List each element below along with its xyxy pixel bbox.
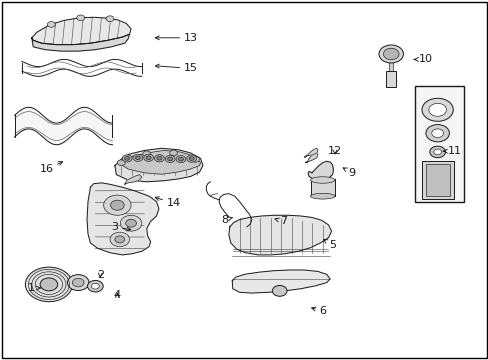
Circle shape bbox=[178, 157, 183, 161]
Circle shape bbox=[431, 129, 443, 138]
Circle shape bbox=[143, 154, 153, 161]
Text: 8: 8 bbox=[221, 215, 232, 225]
Circle shape bbox=[67, 275, 89, 291]
Bar bbox=[310, 179, 334, 196]
Text: 9: 9 bbox=[343, 168, 355, 178]
Polygon shape bbox=[124, 175, 142, 184]
Circle shape bbox=[40, 278, 58, 291]
Circle shape bbox=[154, 155, 164, 162]
Circle shape bbox=[124, 157, 129, 160]
Polygon shape bbox=[32, 17, 131, 45]
Polygon shape bbox=[118, 150, 200, 174]
Text: 4: 4 bbox=[114, 290, 121, 300]
Text: 2: 2 bbox=[97, 270, 103, 280]
Polygon shape bbox=[304, 148, 317, 158]
Circle shape bbox=[142, 151, 150, 157]
Text: 6: 6 bbox=[311, 306, 325, 316]
Circle shape bbox=[146, 156, 151, 159]
Circle shape bbox=[125, 219, 136, 227]
Circle shape bbox=[47, 22, 55, 27]
Circle shape bbox=[157, 157, 162, 160]
Circle shape bbox=[120, 215, 142, 231]
Circle shape bbox=[91, 283, 99, 289]
Circle shape bbox=[106, 16, 114, 22]
Bar bbox=[426, 164, 449, 196]
Polygon shape bbox=[32, 34, 129, 51]
Circle shape bbox=[169, 150, 177, 156]
Circle shape bbox=[167, 157, 172, 161]
Polygon shape bbox=[305, 153, 317, 163]
Text: 13: 13 bbox=[155, 33, 197, 43]
Ellipse shape bbox=[310, 193, 334, 199]
Circle shape bbox=[189, 157, 194, 161]
Circle shape bbox=[383, 48, 398, 60]
Circle shape bbox=[87, 280, 103, 292]
Circle shape bbox=[421, 98, 452, 121]
Text: 11: 11 bbox=[443, 146, 461, 156]
Text: 5: 5 bbox=[323, 239, 335, 250]
Text: 15: 15 bbox=[155, 63, 197, 73]
Polygon shape bbox=[232, 270, 329, 293]
Polygon shape bbox=[228, 215, 331, 255]
Circle shape bbox=[72, 278, 84, 287]
Circle shape bbox=[115, 236, 124, 243]
Circle shape bbox=[117, 160, 125, 166]
Text: 3: 3 bbox=[111, 222, 130, 232]
Circle shape bbox=[110, 232, 129, 247]
Circle shape bbox=[135, 156, 140, 159]
Text: 1: 1 bbox=[28, 283, 40, 293]
Ellipse shape bbox=[310, 177, 334, 183]
Bar bbox=[388, 54, 392, 72]
Circle shape bbox=[272, 285, 286, 296]
Circle shape bbox=[429, 146, 445, 158]
Circle shape bbox=[425, 125, 448, 142]
Circle shape bbox=[176, 156, 185, 163]
Text: 7: 7 bbox=[274, 216, 286, 226]
Text: 14: 14 bbox=[155, 197, 180, 208]
Bar bbox=[386, 71, 395, 87]
Circle shape bbox=[165, 156, 175, 163]
Polygon shape bbox=[307, 161, 333, 181]
Circle shape bbox=[191, 156, 199, 162]
Circle shape bbox=[133, 154, 142, 161]
Circle shape bbox=[110, 200, 124, 210]
Text: 10: 10 bbox=[413, 54, 431, 64]
Circle shape bbox=[103, 195, 131, 215]
Circle shape bbox=[25, 267, 72, 302]
Bar bbox=[414, 86, 463, 202]
Circle shape bbox=[378, 45, 403, 63]
Text: 16: 16 bbox=[40, 162, 62, 174]
Circle shape bbox=[428, 103, 446, 116]
Circle shape bbox=[186, 155, 196, 162]
Polygon shape bbox=[115, 148, 203, 182]
Circle shape bbox=[77, 15, 84, 21]
Circle shape bbox=[433, 149, 441, 155]
Polygon shape bbox=[87, 183, 159, 255]
Bar bbox=[421, 161, 453, 199]
Circle shape bbox=[122, 155, 132, 162]
Text: 12: 12 bbox=[327, 146, 341, 156]
